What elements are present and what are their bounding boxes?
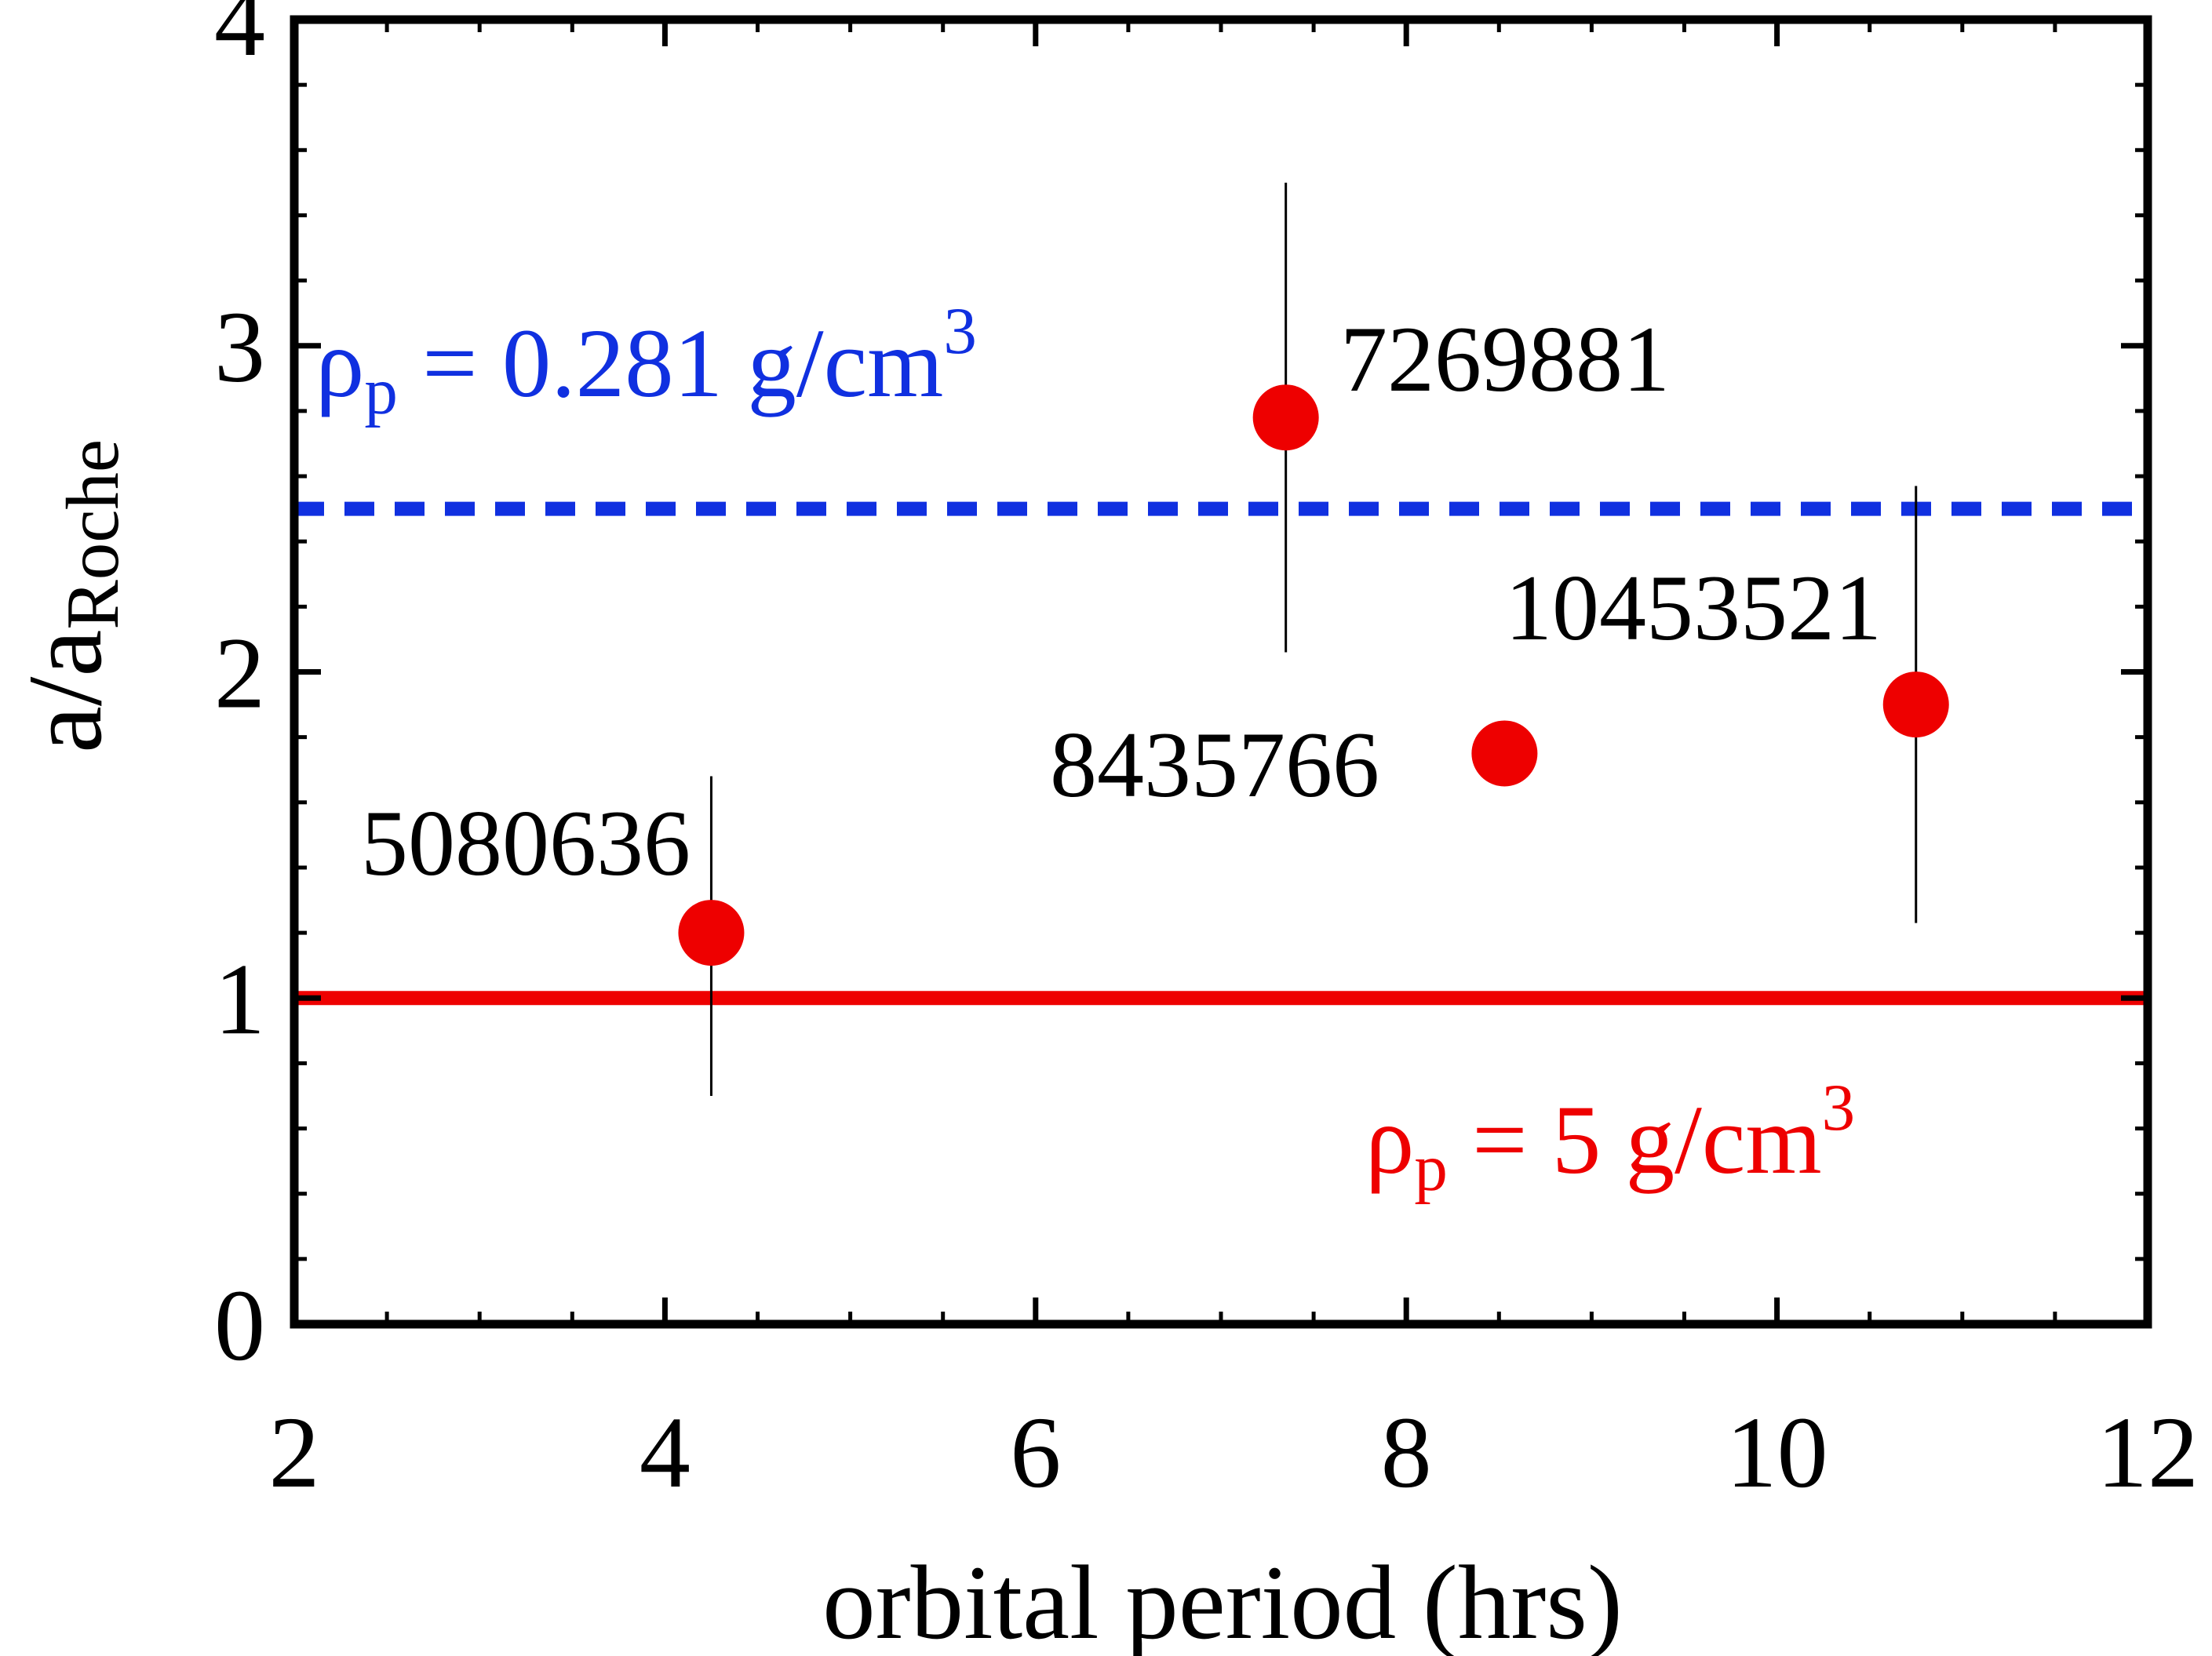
ref-label-low-density-sub: p bbox=[364, 355, 398, 428]
y-tick-label-3: 3 bbox=[214, 291, 265, 404]
y-axis-title-subscript: Roche bbox=[51, 439, 134, 630]
x-tick-label-2: 2 bbox=[269, 1396, 320, 1509]
y-tick-label-4: 4 bbox=[214, 0, 265, 78]
x-tick-label-6: 6 bbox=[1010, 1396, 1061, 1509]
ref-label-low-density-sup: 3 bbox=[943, 294, 977, 368]
ref-label-high-density-text: = 5 g/cm bbox=[1448, 1086, 1822, 1195]
data-point-8435766 bbox=[1471, 720, 1538, 787]
x-tick-label-12: 12 bbox=[2097, 1396, 2199, 1509]
x-axis-title: orbital period (hrs) bbox=[822, 1545, 1623, 1656]
ref-label-high-density-sup: 3 bbox=[1822, 1071, 1856, 1145]
x-tick-label-10: 10 bbox=[1726, 1396, 1828, 1509]
point-label-8435766: 8435766 bbox=[1050, 712, 1379, 817]
data-point-5080636 bbox=[678, 900, 745, 966]
plot-frame bbox=[290, 15, 2152, 1329]
ref-label-low-density-rho: ρ bbox=[315, 310, 364, 418]
point-label-7269881: 7269881 bbox=[1340, 307, 1670, 411]
x-tick-label-4: 4 bbox=[640, 1396, 691, 1509]
ref-label-high-density-rho: ρ bbox=[1365, 1086, 1414, 1195]
ref-label-high-density: ρp = 5 g/cm3 bbox=[1365, 1071, 1855, 1205]
point-label-10453521: 10453521 bbox=[1505, 555, 1882, 660]
x-tick-label-8: 8 bbox=[1381, 1396, 1432, 1509]
y-axis-title-main: a/a bbox=[7, 630, 124, 753]
ref-label-low-density-text: = 0.281 g/cm bbox=[398, 310, 943, 418]
data-point-7269881 bbox=[1252, 384, 1319, 451]
y-axis-title: a/aRoche bbox=[7, 439, 134, 753]
ref-label-high-density-sub: p bbox=[1414, 1131, 1448, 1205]
y-tick-label-1: 1 bbox=[214, 943, 265, 1056]
data-point-10453521 bbox=[1882, 671, 1949, 738]
point-label-5080636: 5080636 bbox=[361, 791, 691, 895]
ref-label-low-density: ρp = 0.281 g/cm3 bbox=[315, 294, 977, 428]
y-tick-label-0: 0 bbox=[214, 1269, 265, 1382]
y-tick-label-2: 2 bbox=[214, 617, 265, 730]
